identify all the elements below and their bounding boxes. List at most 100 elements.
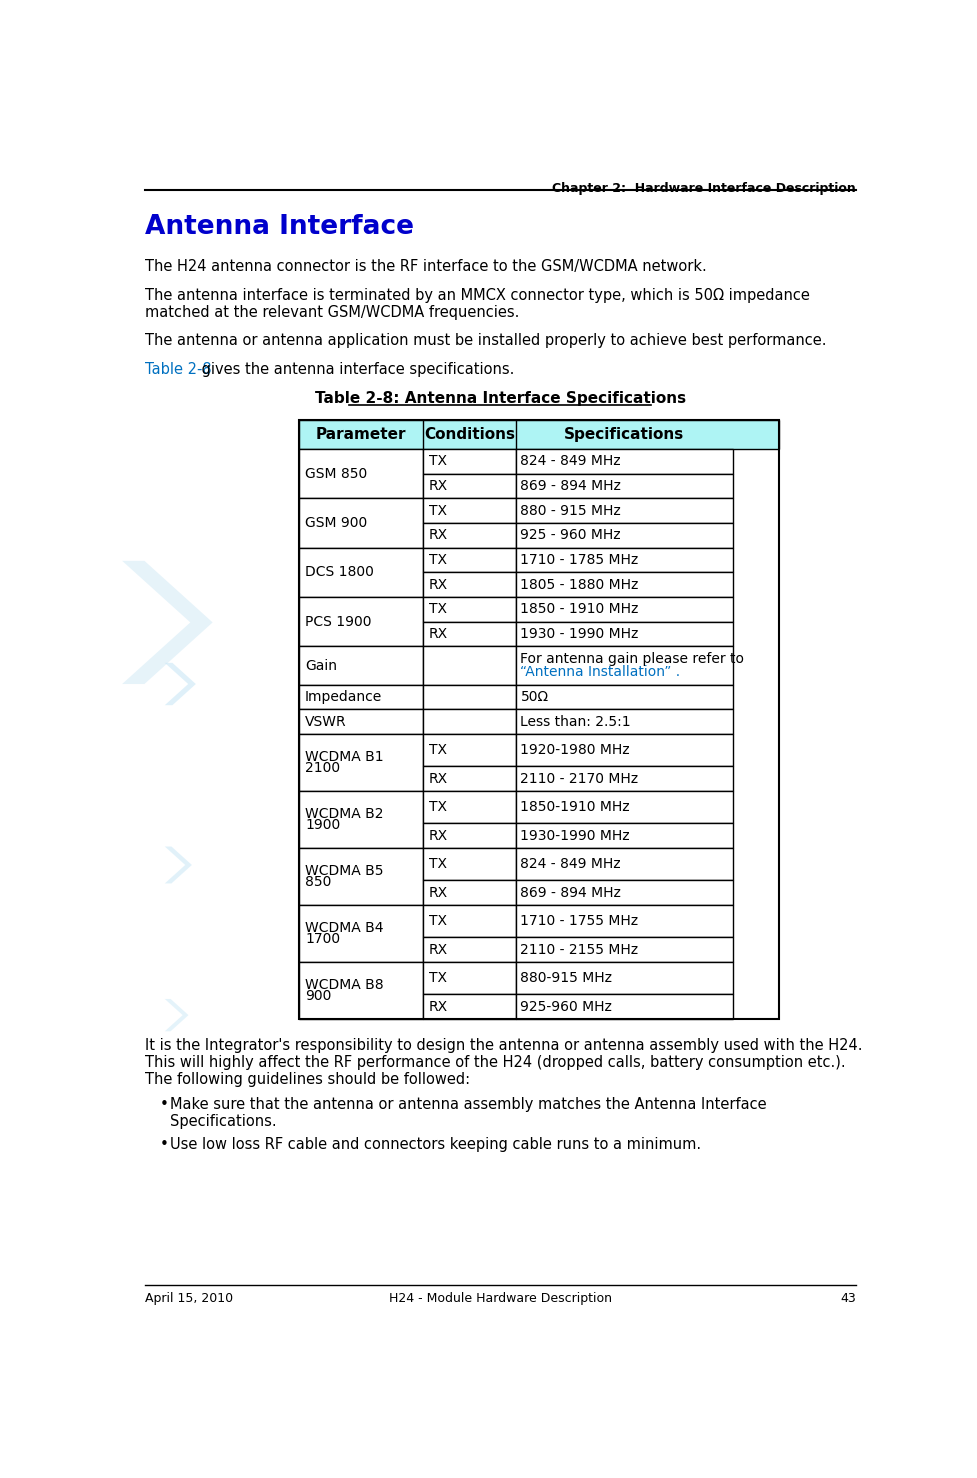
Bar [516, 791, 733, 823]
Text: RX: RX [429, 885, 448, 900]
Text: 1850 - 1910 MHz: 1850 - 1910 MHz [521, 603, 639, 616]
Bar [423, 791, 516, 823]
Bar [423, 767, 516, 791]
Text: Specifications: Specifications [564, 427, 685, 442]
Bar [423, 572, 516, 597]
Bar [516, 995, 733, 1018]
Bar [516, 709, 733, 735]
Bar [516, 735, 733, 767]
Text: PCS 1900: PCS 1900 [305, 615, 371, 628]
Text: TX: TX [429, 743, 447, 757]
Text: 1900: 1900 [305, 817, 340, 832]
Text: The antenna interface is terminated by an MMCX connector type, which is 50Ω impe: The antenna interface is terminated by a… [146, 288, 810, 303]
Bar [516, 937, 733, 962]
Text: RX: RX [429, 829, 448, 842]
Text: TX: TX [429, 915, 447, 928]
Bar [299, 449, 423, 498]
Text: 925-960 MHz: 925-960 MHz [521, 999, 613, 1014]
Polygon shape [122, 560, 213, 684]
Text: RX: RX [429, 578, 448, 591]
Text: Gain: Gain [305, 659, 337, 672]
Text: The antenna or antenna application must be installed properly to achieve best pe: The antenna or antenna application must … [146, 333, 827, 347]
Text: Table 2-8: Table 2-8 [146, 362, 212, 377]
Bar [423, 449, 516, 474]
Bar [423, 823, 516, 848]
Text: WCDMA B2: WCDMA B2 [305, 807, 384, 822]
Bar [516, 881, 733, 905]
Text: April 15, 2010: April 15, 2010 [146, 1292, 234, 1305]
Bar [299, 962, 423, 1018]
Polygon shape [165, 847, 191, 884]
Bar [516, 523, 733, 548]
Bar [423, 646, 516, 684]
Text: GSM 850: GSM 850 [305, 467, 367, 480]
Bar [516, 597, 733, 622]
Text: Impedance: Impedance [305, 690, 382, 704]
Bar [299, 597, 423, 646]
Text: RX: RX [429, 529, 448, 542]
Bar [423, 881, 516, 905]
Text: “Antenna Installation” .: “Antenna Installation” . [521, 665, 681, 678]
Text: 50Ω: 50Ω [521, 690, 549, 704]
Bar [423, 523, 516, 548]
Text: RX: RX [429, 479, 448, 494]
Bar [516, 548, 733, 572]
Text: RX: RX [429, 943, 448, 956]
Text: matched at the relevant GSM/WCDMA frequencies.: matched at the relevant GSM/WCDMA freque… [146, 304, 520, 321]
Text: TX: TX [429, 971, 447, 986]
Text: Less than: 2.5:1: Less than: 2.5:1 [521, 715, 631, 729]
Text: •: • [159, 1097, 168, 1111]
Bar [516, 498, 733, 523]
Bar [299, 791, 423, 848]
Text: 869 - 894 MHz: 869 - 894 MHz [521, 479, 621, 494]
Bar [423, 548, 516, 572]
Bar [423, 709, 516, 735]
Text: 1700: 1700 [305, 933, 340, 946]
Bar [423, 498, 516, 523]
Bar [516, 823, 733, 848]
Bar [423, 848, 516, 881]
Text: 1930-1990 MHz: 1930-1990 MHz [521, 829, 630, 842]
Text: H24 - Module Hardware Description: H24 - Module Hardware Description [389, 1292, 612, 1305]
Text: The H24 antenna connector is the RF interface to the GSM/WCDMA network.: The H24 antenna connector is the RF inte… [146, 259, 707, 273]
Text: Make sure that the antenna or antenna assembly matches the Antenna Interface: Make sure that the antenna or antenna as… [170, 1097, 767, 1111]
Text: It is the Integrator's responsibility to design the antenna or antenna assembly : It is the Integrator's responsibility to… [146, 1038, 863, 1054]
Text: WCDMA B1: WCDMA B1 [305, 751, 384, 764]
Text: 2110 - 2155 MHz: 2110 - 2155 MHz [521, 943, 639, 956]
Text: 925 - 960 MHz: 925 - 960 MHz [521, 529, 621, 542]
Bar [423, 622, 516, 646]
Text: This will highly affect the RF performance of the H24 (dropped calls, battery co: This will highly affect the RF performan… [146, 1055, 846, 1070]
Bar [423, 962, 516, 995]
Text: For antenna gain please refer to: For antenna gain please refer to [521, 652, 744, 667]
Text: 824 - 849 MHz: 824 - 849 MHz [521, 455, 621, 469]
Bar [299, 709, 423, 735]
Bar [299, 498, 423, 548]
Text: •: • [159, 1137, 168, 1151]
Text: gives the antenna interface specifications.: gives the antenna interface specificatio… [197, 362, 515, 377]
Text: TX: TX [429, 553, 447, 568]
Bar [299, 646, 423, 684]
Bar [299, 548, 423, 597]
Bar [516, 622, 733, 646]
Text: TX: TX [429, 455, 447, 469]
Bar [516, 572, 733, 597]
Text: Chapter 2:  Hardware Interface Description: Chapter 2: Hardware Interface Descriptio… [552, 182, 856, 195]
Text: RX: RX [429, 999, 448, 1014]
Text: 1710 - 1755 MHz: 1710 - 1755 MHz [521, 915, 639, 928]
Text: TX: TX [429, 603, 447, 616]
Text: GSM 900: GSM 900 [305, 516, 367, 531]
Text: Parameter: Parameter [316, 427, 406, 442]
Text: 1920-1980 MHz: 1920-1980 MHz [521, 743, 630, 757]
Bar [423, 684, 516, 709]
Bar [299, 905, 423, 962]
Text: Use low loss RF cable and connectors keeping cable runs to a minimum.: Use low loss RF cable and connectors kee… [170, 1137, 701, 1151]
Text: 824 - 849 MHz: 824 - 849 MHz [521, 857, 621, 871]
Bar [516, 646, 733, 684]
Bar [299, 420, 780, 1018]
Bar [299, 684, 423, 709]
Bar [516, 962, 733, 995]
Text: 1930 - 1990 MHz: 1930 - 1990 MHz [521, 627, 639, 641]
Text: 1710 - 1785 MHz: 1710 - 1785 MHz [521, 553, 639, 568]
Text: The following guidelines should be followed:: The following guidelines should be follo… [146, 1072, 471, 1088]
Text: Specifications.: Specifications. [170, 1114, 276, 1129]
